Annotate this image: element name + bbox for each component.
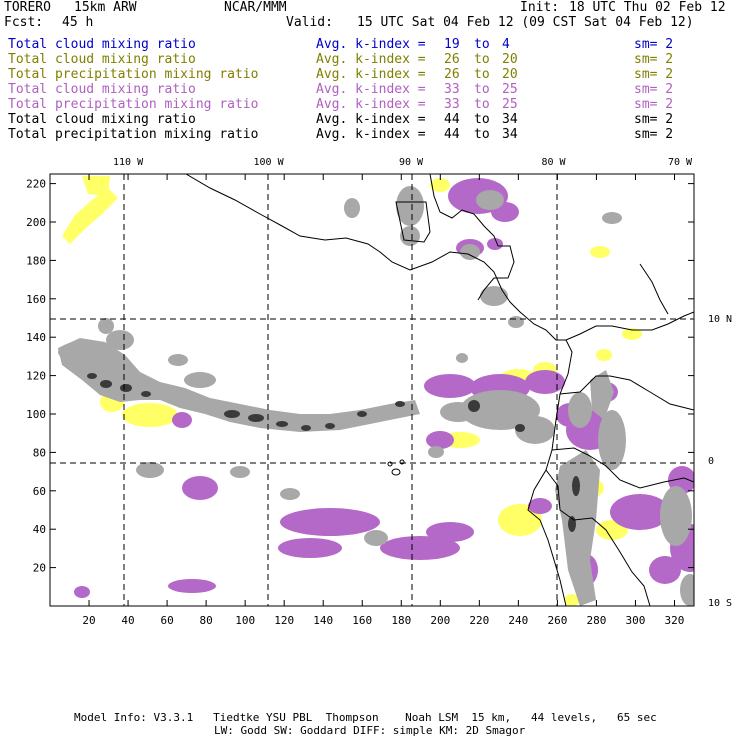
x-tick-label: 40 <box>121 614 134 627</box>
axis-ticks: 20 40 60 80 100 120 140 160 180 200 220 240 260 280 30… <box>26 157 732 627</box>
legend-to: to <box>474 67 490 82</box>
legend-to: to <box>474 52 490 67</box>
legend-smooth: sm= 2 <box>634 82 674 97</box>
latlon-grid <box>50 174 694 606</box>
legend-k-end: 4 <box>502 37 510 52</box>
legend-field: Total cloud mixing ratio <box>8 52 196 67</box>
y-tick-label: 220 <box>26 178 46 191</box>
legend-range-label: Avg. k-index = <box>316 67 426 82</box>
x-tick-label: 300 <box>626 614 646 627</box>
x-tick-label: 240 <box>508 614 528 627</box>
legend-to: to <box>474 127 490 142</box>
y-tick-label: 180 <box>26 254 46 267</box>
legend-k-end: 34 <box>502 112 518 127</box>
legend-to: to <box>474 112 490 127</box>
x-tick-label: 60 <box>160 614 173 627</box>
y-tick-label: 160 <box>26 293 46 306</box>
legend-k-end: 25 <box>502 82 518 97</box>
y-tick-label: 20 <box>33 562 46 575</box>
fcst-hours: 45 h <box>62 15 94 30</box>
model-name: TORERO <box>4 0 51 15</box>
y-tick-label: 100 <box>26 408 46 421</box>
legend-to: to <box>474 37 490 52</box>
init-label: Init: <box>520 0 560 15</box>
legend-range-label: Avg. k-index = <box>316 82 426 97</box>
legend-smooth: sm= 2 <box>634 127 674 142</box>
physics-info-line: LW: Godd SW: Goddard DIFF: simple KM: 2D… <box>214 724 526 737</box>
fcst-label: Fcst: <box>4 15 44 30</box>
legend-range-label: Avg. k-index = <box>316 112 426 127</box>
legend-range-label: Avg. k-index = <box>316 37 426 52</box>
x-tick-label: 160 <box>352 614 372 627</box>
legend-k-start: 33 <box>444 97 460 112</box>
legend-k-start: 44 <box>444 112 460 127</box>
legend-field: Total precipitation mixing ratio <box>8 127 259 142</box>
legend-k-end: 25 <box>502 97 518 112</box>
x-tick-label: 260 <box>547 614 567 627</box>
legend-smooth: sm= 2 <box>634 37 674 52</box>
legend-field: Total cloud mixing ratio <box>8 37 196 52</box>
latitude-label: 10 N <box>708 314 732 325</box>
legend-smooth: sm= 2 <box>634 112 674 127</box>
plot-frame <box>49 173 695 607</box>
x-tick-label: 280 <box>586 614 606 627</box>
legend-range-label: Avg. k-index = <box>316 97 426 112</box>
coastlines <box>185 174 694 606</box>
legend-k-start: 44 <box>444 127 460 142</box>
legend-field: Total precipitation mixing ratio <box>8 97 259 112</box>
legend-smooth: sm= 2 <box>634 67 674 82</box>
x-tick-label: 180 <box>391 614 411 627</box>
legend-to: to <box>474 97 490 112</box>
dark-cloud-cores <box>87 373 580 532</box>
x-tick-label: 20 <box>82 614 95 627</box>
y-tick-label: 200 <box>26 216 46 229</box>
legend-field: Total cloud mixing ratio <box>8 112 196 127</box>
latitude-label: 10 S <box>708 598 732 609</box>
legend-range-label: Avg. k-index = <box>316 127 426 142</box>
longitude-label: 80 W <box>541 157 566 168</box>
init-time: 18 UTC Thu 02 Feb 12 <box>569 0 726 15</box>
x-tick-label: 140 <box>313 614 333 627</box>
field-layer <box>58 176 694 606</box>
x-tick-label: 320 <box>665 614 685 627</box>
legend-range-label: Avg. k-index = <box>316 52 426 67</box>
latitude-label: 0 <box>708 456 714 467</box>
valid-time: 15 UTC Sat 04 Feb 12 (09 CST Sat 04 Feb … <box>357 15 694 30</box>
longitude-label: 110 W <box>113 157 144 168</box>
x-tick-label: 220 <box>469 614 489 627</box>
y-tick-label: 60 <box>33 485 46 498</box>
y-tick-label: 40 <box>33 523 46 536</box>
longitude-label: 70 W <box>668 157 693 168</box>
legend-k-end: 34 <box>502 127 518 142</box>
model-info-line: Model Info: V3.3.1 Tiedtke YSU PBL Thomp… <box>74 711 657 724</box>
legend-field: Total precipitation mixing ratio <box>8 67 259 82</box>
x-tick-label: 200 <box>430 614 450 627</box>
model-resolution: 15km ARW <box>74 0 137 15</box>
x-tick-label: 100 <box>235 614 255 627</box>
legend-smooth: sm= 2 <box>634 52 674 67</box>
x-tick-label: 80 <box>199 614 212 627</box>
legend-k-end: 20 <box>502 52 518 67</box>
legend-k-start: 33 <box>444 82 460 97</box>
y-tick-label: 120 <box>26 370 46 383</box>
legend-k-end: 20 <box>502 67 518 82</box>
legend-to: to <box>474 82 490 97</box>
center-name: NCAR/MMM <box>224 0 287 15</box>
legend-field: Total cloud mixing ratio <box>8 82 196 97</box>
longitude-label: 100 W <box>254 157 285 168</box>
valid-label: Valid: <box>286 15 333 30</box>
legend-k-start: 26 <box>444 67 460 82</box>
legend-k-start: 26 <box>444 52 460 67</box>
legend-k-start: 19 <box>444 37 460 52</box>
longitude-label: 90 W <box>399 157 424 168</box>
y-tick-label: 140 <box>26 331 46 344</box>
legend-smooth: sm= 2 <box>634 97 674 112</box>
x-tick-label: 120 <box>274 614 294 627</box>
y-tick-label: 80 <box>33 446 46 459</box>
